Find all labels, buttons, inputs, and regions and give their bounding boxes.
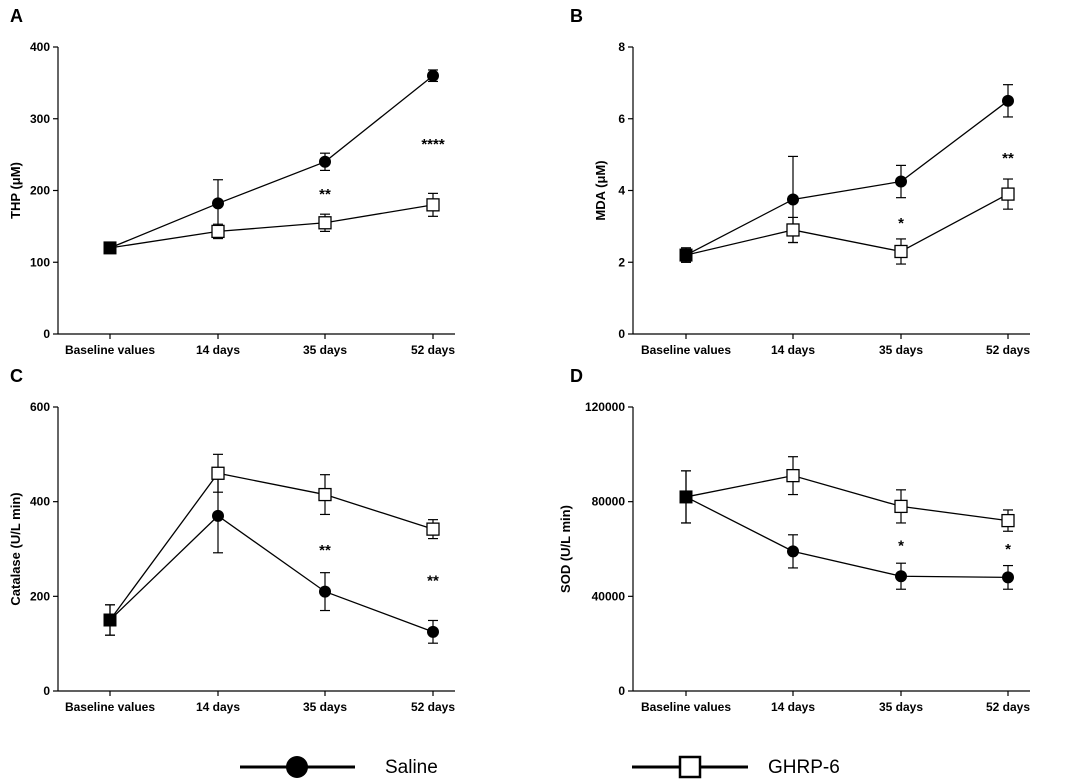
- panel-a-ghrp-line: [109, 204, 434, 249]
- panel-d-xtick-label: 35 days: [879, 700, 923, 714]
- panel-c-ytick-label: 200: [30, 589, 50, 603]
- legend-saline-label: Saline: [385, 757, 438, 778]
- panel-a-ytick-label: 300: [30, 112, 50, 126]
- panel-d-significance: *: [1005, 541, 1011, 558]
- panel-c-xtick-label: 52 days: [411, 700, 455, 714]
- panel-b-ghrp-point: [786, 223, 800, 237]
- panel-b-saline-line: [685, 100, 1009, 256]
- panel-c-ytick-label: 0: [43, 684, 50, 698]
- panel-c-ghrp-point: [103, 613, 117, 627]
- panel-d-ytick-label: 120000: [585, 400, 625, 414]
- panel-c-xtick-label: Baseline values: [65, 700, 155, 714]
- panel-c-ghrp-point: [318, 487, 332, 502]
- panel-d-y-title: SOD (U/L min): [558, 505, 573, 593]
- panel-c-letter: C: [10, 366, 23, 386]
- panel-b-significance: *: [898, 215, 904, 232]
- panel-d-ytick-label: 80000: [592, 495, 626, 509]
- panel-d-saline-line: [685, 496, 1009, 579]
- panel-a-letter: A: [10, 6, 23, 26]
- panel-b-ghrp-line: [685, 193, 1009, 256]
- legend-saline: Saline: [240, 756, 438, 778]
- panel-b-xtick-label: 52 days: [986, 343, 1030, 357]
- panel-a-xtick-label: Baseline values: [65, 343, 155, 357]
- panel-c-ytick-label: 600: [30, 400, 50, 414]
- panel-a-saline-point: [427, 69, 439, 82]
- panel-c-ghrp-point: [426, 522, 440, 536]
- panel-b-ytick-label: 2: [618, 255, 625, 269]
- panel-d-ytick-label: 40000: [592, 589, 626, 603]
- panel-b-significance: **: [1002, 150, 1014, 167]
- panel-a-ghrp-point: [103, 241, 117, 255]
- panel-a-xtick-label: 35 days: [303, 343, 347, 357]
- panel-a-significance: **: [319, 186, 331, 203]
- panel-d-saline-point: [1002, 571, 1014, 584]
- panel-b-ytick-label: 0: [618, 327, 625, 341]
- panel-a-y-title: THP (μM): [8, 162, 23, 219]
- panel-a-ghrp-point: [426, 198, 440, 212]
- panel-b-ytick-label: 6: [618, 112, 625, 126]
- panel-b-saline-point: [1002, 94, 1014, 107]
- panel-b-y-title: MDA (μM): [593, 160, 608, 220]
- panel-b-ghrp-point: [679, 248, 693, 262]
- panel-a-ghrp-point: [318, 216, 332, 230]
- panel-d-xtick-label: 14 days: [771, 700, 815, 714]
- panel-d-ytick-label: 0: [618, 684, 625, 698]
- panel-b-ghrp-point: [894, 244, 908, 259]
- panel-d-ghrp-point: [894, 499, 908, 514]
- panel-a-saline-line: [109, 75, 434, 249]
- panel-b-letter: B: [570, 6, 583, 26]
- panel-a-ghrp-point: [211, 224, 225, 239]
- panel-d-ghrp-line: [685, 474, 1009, 522]
- legend-ghrp-label: GHRP-6: [768, 757, 840, 778]
- panel-b: B 0 2 4 6 8 Baseline values 14 days 35 days 52 da…: [570, 6, 1030, 357]
- panel-b-saline-point: [895, 175, 907, 188]
- panel-c-saline-line: [109, 515, 434, 633]
- panel-a-xtick-label: 14 days: [196, 343, 240, 357]
- panel-a-ytick-label: 200: [30, 184, 50, 198]
- legend: Saline GHRP-6: [240, 755, 840, 779]
- panel-a-ytick-label: 0: [43, 327, 50, 341]
- panel-c-ytick-label: 400: [30, 495, 50, 509]
- panel-a-ytick-label: 400: [30, 40, 50, 54]
- panel-c-ghrp-line: [109, 472, 434, 621]
- panel-d-xtick-label: 52 days: [986, 700, 1030, 714]
- panel-c-significance: **: [319, 542, 331, 559]
- panel-c-saline-point: [427, 625, 439, 638]
- panel-a-saline-point: [319, 155, 331, 168]
- panel-a: A 0 100 200 300 400 Baseline values 14 days 35 d…: [8, 6, 455, 357]
- panel-c-saline-point: [319, 585, 331, 598]
- legend-ghrp-marker: [678, 755, 702, 779]
- legend-ghrp: GHRP-6: [632, 755, 840, 779]
- panel-d-ghrp-point: [786, 468, 800, 483]
- panel-d-significance: *: [898, 537, 904, 554]
- panel-b-xtick-label: 35 days: [879, 343, 923, 357]
- panel-c-y-title: Catalase (U/L min): [8, 492, 23, 605]
- panel-b-ytick-label: 4: [618, 184, 625, 198]
- panel-d-xtick-label: Baseline values: [641, 700, 731, 714]
- panel-c-significance: **: [427, 573, 439, 590]
- panel-b-xtick-label: Baseline values: [641, 343, 731, 357]
- panel-d: D 0 40000 80000 120000 Baseline values 14 days…: [558, 366, 1030, 714]
- panel-a-saline-point: [212, 197, 224, 210]
- panel-a-significance: ****: [421, 136, 445, 153]
- panel-c-ghrp-point: [211, 466, 225, 480]
- panel-b-ytick-label: 8: [618, 40, 625, 54]
- panel-c: C 0 200 400 600 Baseline values 14 days 35 days…: [8, 366, 455, 714]
- panel-d-ghrp-point: [679, 490, 693, 504]
- panel-a-ytick-label: 100: [30, 255, 50, 269]
- panel-d-letter: D: [570, 366, 583, 386]
- panel-c-xtick-label: 35 days: [303, 700, 347, 714]
- panel-d-ghrp-point: [1001, 513, 1015, 528]
- panel-b-ghrp-point: [1001, 187, 1015, 201]
- legend-saline-marker: [286, 756, 308, 778]
- panel-a-xtick-label: 52 days: [411, 343, 455, 357]
- panel-b-saline-point: [787, 193, 799, 206]
- panel-b-xtick-label: 14 days: [771, 343, 815, 357]
- panel-c-saline-point: [212, 509, 224, 522]
- panel-d-saline-point: [895, 570, 907, 583]
- panel-c-xtick-label: 14 days: [196, 700, 240, 714]
- panel-d-saline-point: [787, 545, 799, 558]
